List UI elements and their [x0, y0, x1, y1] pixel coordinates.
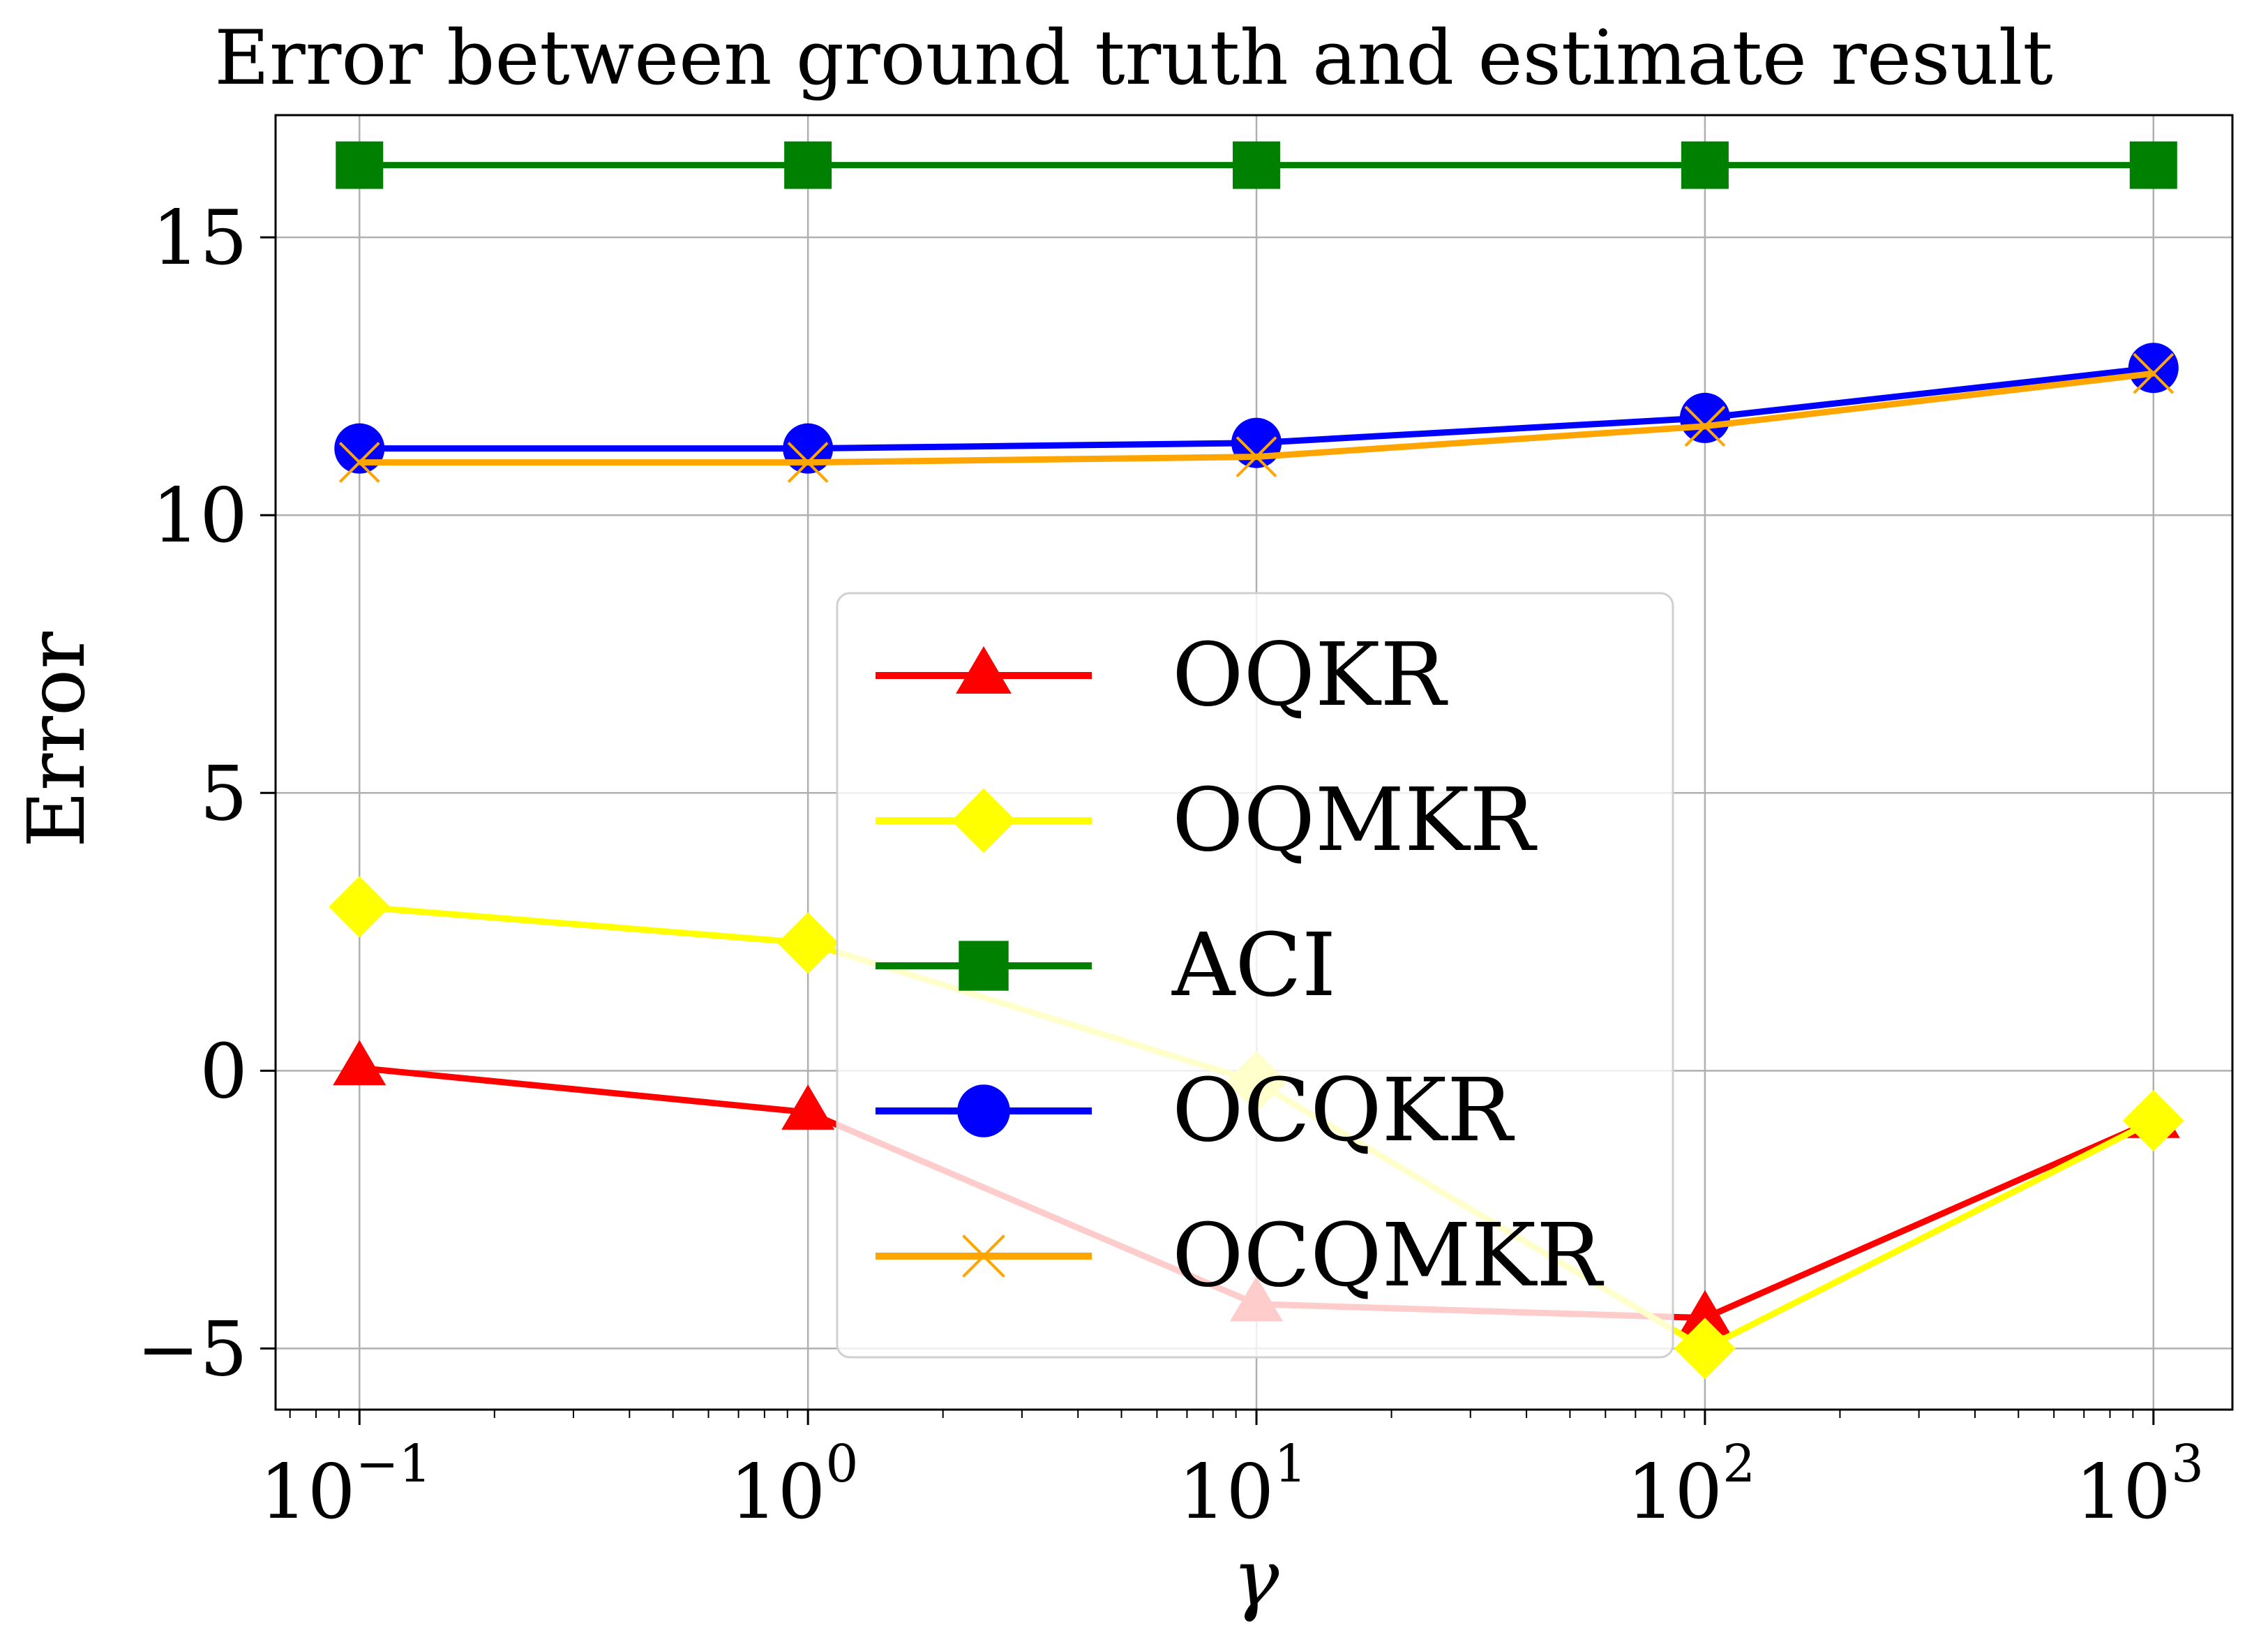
circle-marker [957, 1084, 1010, 1137]
legend: OQKR OQMKR ACI OCQKR OCQMKR [836, 592, 1674, 1359]
series-ocqmkr [338, 352, 2175, 484]
y-tick-label: 5 [200, 750, 248, 837]
triangle-marker [956, 646, 1012, 694]
square-marker [784, 141, 832, 189]
x-marker [338, 442, 380, 484]
legend-label: OQMKR [1172, 770, 1538, 871]
y-tick-label: 15 [152, 195, 248, 282]
triangle-marker [1678, 1290, 1732, 1336]
square-marker [336, 141, 384, 189]
x-marker [2133, 352, 2175, 394]
x-marker [962, 1234, 1005, 1278]
diamond-marker [777, 912, 839, 974]
plot-frame [274, 114, 2234, 1411]
legend-label: ACI [1171, 915, 1336, 1016]
diamond-marker [1674, 1318, 1736, 1380]
legend-label: OQKR [1172, 625, 1448, 726]
x-tick-label: 100 [730, 1434, 859, 1536]
series-aci [336, 141, 2177, 189]
circle-marker [783, 423, 834, 474]
y-tick-label: 0 [200, 1028, 248, 1115]
legend-item-ocqmkr: OCQMKR [876, 1205, 1605, 1306]
legend-item-ocqkr: OCQKR [876, 1060, 1515, 1161]
diamond-marker [329, 876, 391, 938]
y-tick-label: −5 [137, 1306, 248, 1393]
legend-box [836, 592, 1674, 1359]
square-marker [1233, 141, 1281, 189]
triangle-marker [333, 1040, 386, 1086]
diamond-marker [951, 788, 1016, 853]
x-tick-label: 10−1 [260, 1434, 432, 1536]
x-tick-label: 102 [1627, 1434, 1756, 1536]
circle-marker [334, 423, 385, 474]
square-marker [1681, 141, 1729, 189]
circle-marker [2128, 343, 2179, 394]
legend-label: OCQMKR [1172, 1205, 1605, 1306]
x-marker [787, 442, 829, 484]
square-marker [959, 941, 1009, 991]
circle-marker [1679, 392, 1730, 443]
legend-item-oqkr: OQKR [876, 625, 1448, 726]
x-marker [1236, 436, 1277, 478]
x-axis-label: γ [1233, 1533, 1280, 1624]
square-marker [2129, 141, 2177, 189]
x-tick-label: 103 [2075, 1434, 2205, 1536]
axis-ticks: 10−1 100 101 102 103 −5 0 5 10 15 [137, 195, 2204, 1536]
y-axis-label: Error [12, 632, 103, 848]
x-tick-label: 101 [1178, 1434, 1307, 1536]
diamond-marker [2122, 1090, 2184, 1152]
circle-marker [1231, 417, 1282, 468]
chart-title: Error between ground truth and estimate … [214, 15, 2053, 102]
y-tick-label: 10 [152, 472, 248, 560]
x-marker [1684, 405, 1726, 447]
legend-label: OCQKR [1172, 1060, 1515, 1161]
legend-item-aci: ACI [876, 915, 1336, 1016]
triangle-marker [781, 1084, 835, 1130]
legend-item-oqmkr: OQMKR [876, 770, 1538, 871]
